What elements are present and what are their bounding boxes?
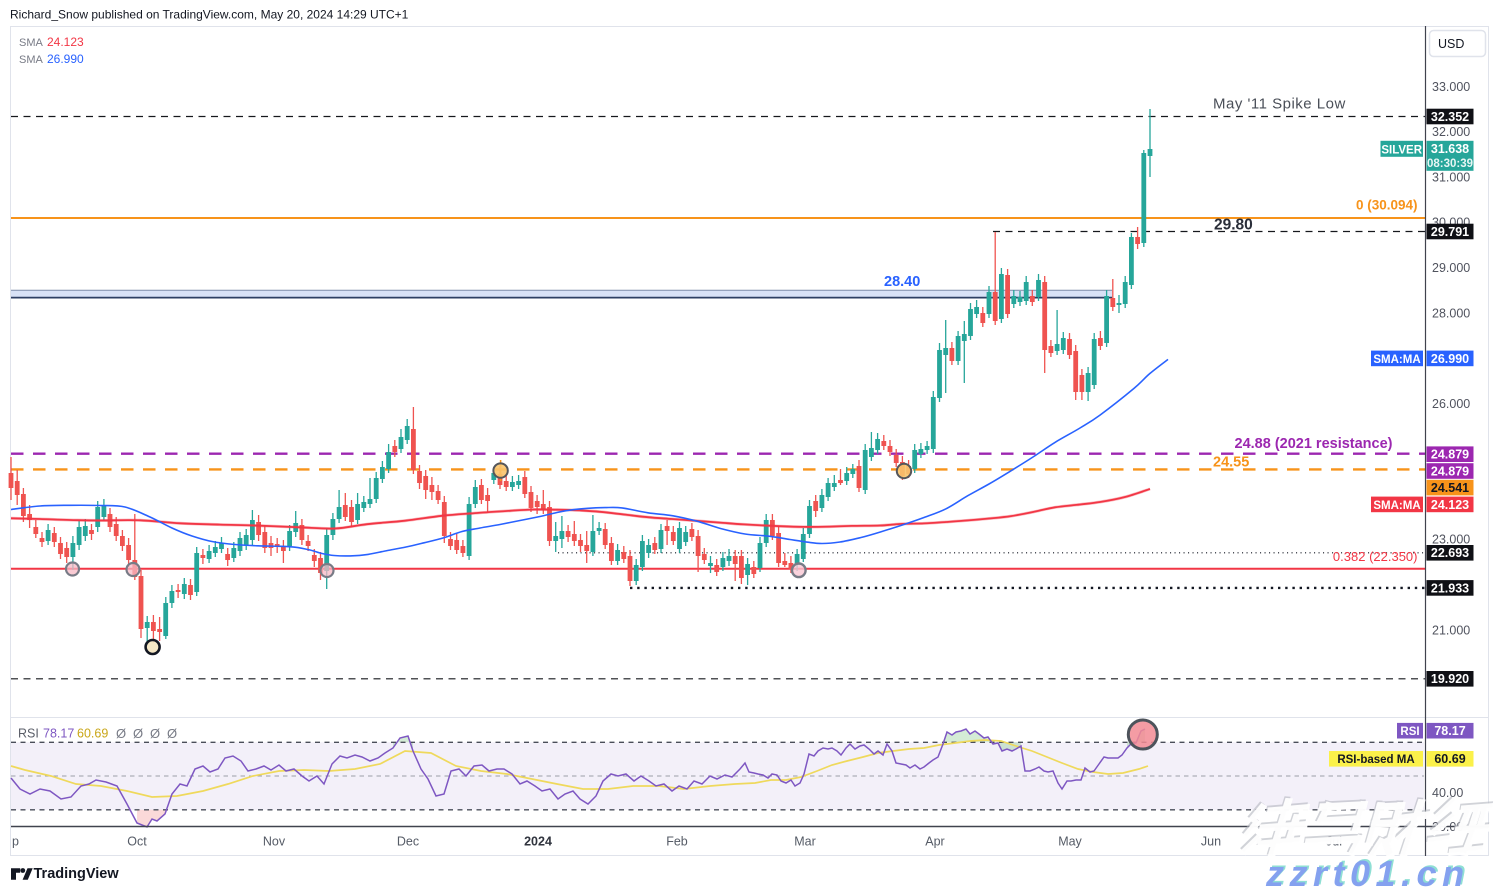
svg-text:08:30:39: 08:30:39 (1427, 158, 1473, 170)
svg-text:28.40: 28.40 (884, 274, 920, 290)
svg-text:29.80: 29.80 (1214, 217, 1253, 234)
svg-text:RSI: RSI (18, 726, 39, 740)
svg-text:RSI: RSI (1400, 726, 1419, 738)
svg-text:32.000: 32.000 (1432, 125, 1470, 139)
svg-text:24.123: 24.123 (47, 35, 84, 49)
svg-text:Ø: Ø (167, 726, 177, 741)
svg-text:28.000: 28.000 (1432, 306, 1470, 320)
svg-text:USD: USD (1438, 37, 1464, 51)
svg-text:24.123: 24.123 (1431, 498, 1469, 512)
svg-text:Richard_Snow published on Trad: Richard_Snow published on TradingView.co… (10, 8, 409, 22)
svg-text:33.000: 33.000 (1432, 80, 1470, 94)
svg-text:21.000: 21.000 (1432, 623, 1470, 637)
svg-text:24.55: 24.55 (1213, 455, 1249, 471)
svg-text:May '11 Spike Low: May '11 Spike Low (1213, 96, 1346, 113)
svg-text:78.17: 78.17 (43, 726, 74, 740)
svg-text:21.933: 21.933 (1431, 581, 1469, 595)
svg-text:Ø: Ø (150, 726, 160, 741)
svg-text:zzrt01.cn: zzrt01.cn (1267, 852, 1472, 891)
svg-text:Feb: Feb (666, 835, 688, 849)
svg-text:2024: 2024 (524, 835, 552, 849)
svg-text:Ø: Ø (133, 726, 143, 741)
svg-text:Jun: Jun (1201, 835, 1221, 849)
svg-text:60.69: 60.69 (1434, 752, 1465, 766)
svg-text:29.791: 29.791 (1431, 225, 1469, 239)
svg-text:Ø: Ø (116, 726, 126, 741)
svg-text:Mar: Mar (794, 835, 816, 849)
svg-text:May: May (1058, 835, 1082, 849)
svg-text:40.00: 40.00 (1432, 786, 1463, 800)
svg-text:SMA: SMA (19, 37, 44, 49)
svg-text:24.88 (2021 resistance): 24.88 (2021 resistance) (1235, 436, 1393, 452)
svg-text:SMA: SMA (19, 54, 44, 66)
svg-text:24.879: 24.879 (1431, 448, 1469, 462)
svg-text:31.000: 31.000 (1432, 170, 1470, 184)
svg-text:p: p (12, 835, 19, 849)
svg-text:SMA:MA: SMA:MA (1373, 500, 1420, 512)
svg-text:26.990: 26.990 (1431, 352, 1469, 366)
svg-text:Nov: Nov (263, 835, 286, 849)
svg-text:60.69: 60.69 (77, 726, 108, 740)
svg-text:78.17: 78.17 (1434, 724, 1465, 738)
svg-text:TradingView: TradingView (34, 866, 120, 882)
svg-text:24.879: 24.879 (1431, 464, 1469, 478)
svg-text:zzrt01.cn: zzrt01.cn (1265, 853, 1470, 891)
svg-text:29.000: 29.000 (1432, 261, 1470, 275)
svg-text:26.990: 26.990 (47, 52, 84, 66)
svg-text:26.000: 26.000 (1432, 397, 1470, 411)
svg-text:31.638: 31.638 (1431, 142, 1469, 156)
svg-text:Oct: Oct (127, 835, 147, 849)
svg-text:24.541: 24.541 (1431, 481, 1469, 495)
svg-text:23.000: 23.000 (1432, 533, 1470, 547)
svg-text:32.352: 32.352 (1431, 110, 1469, 124)
svg-text:0 (30.094): 0 (30.094) (1356, 197, 1418, 212)
svg-text:RSI-based MA: RSI-based MA (1337, 754, 1414, 766)
svg-text:0.382 (22.350): 0.382 (22.350) (1333, 549, 1418, 564)
svg-text:Apr: Apr (925, 835, 944, 849)
svg-text:SILVER: SILVER (1381, 144, 1422, 156)
svg-text:SMA:MA: SMA:MA (1373, 354, 1420, 366)
svg-text:19.920: 19.920 (1431, 672, 1469, 686)
svg-text:Dec: Dec (397, 835, 419, 849)
svg-text:22.693: 22.693 (1431, 546, 1469, 560)
